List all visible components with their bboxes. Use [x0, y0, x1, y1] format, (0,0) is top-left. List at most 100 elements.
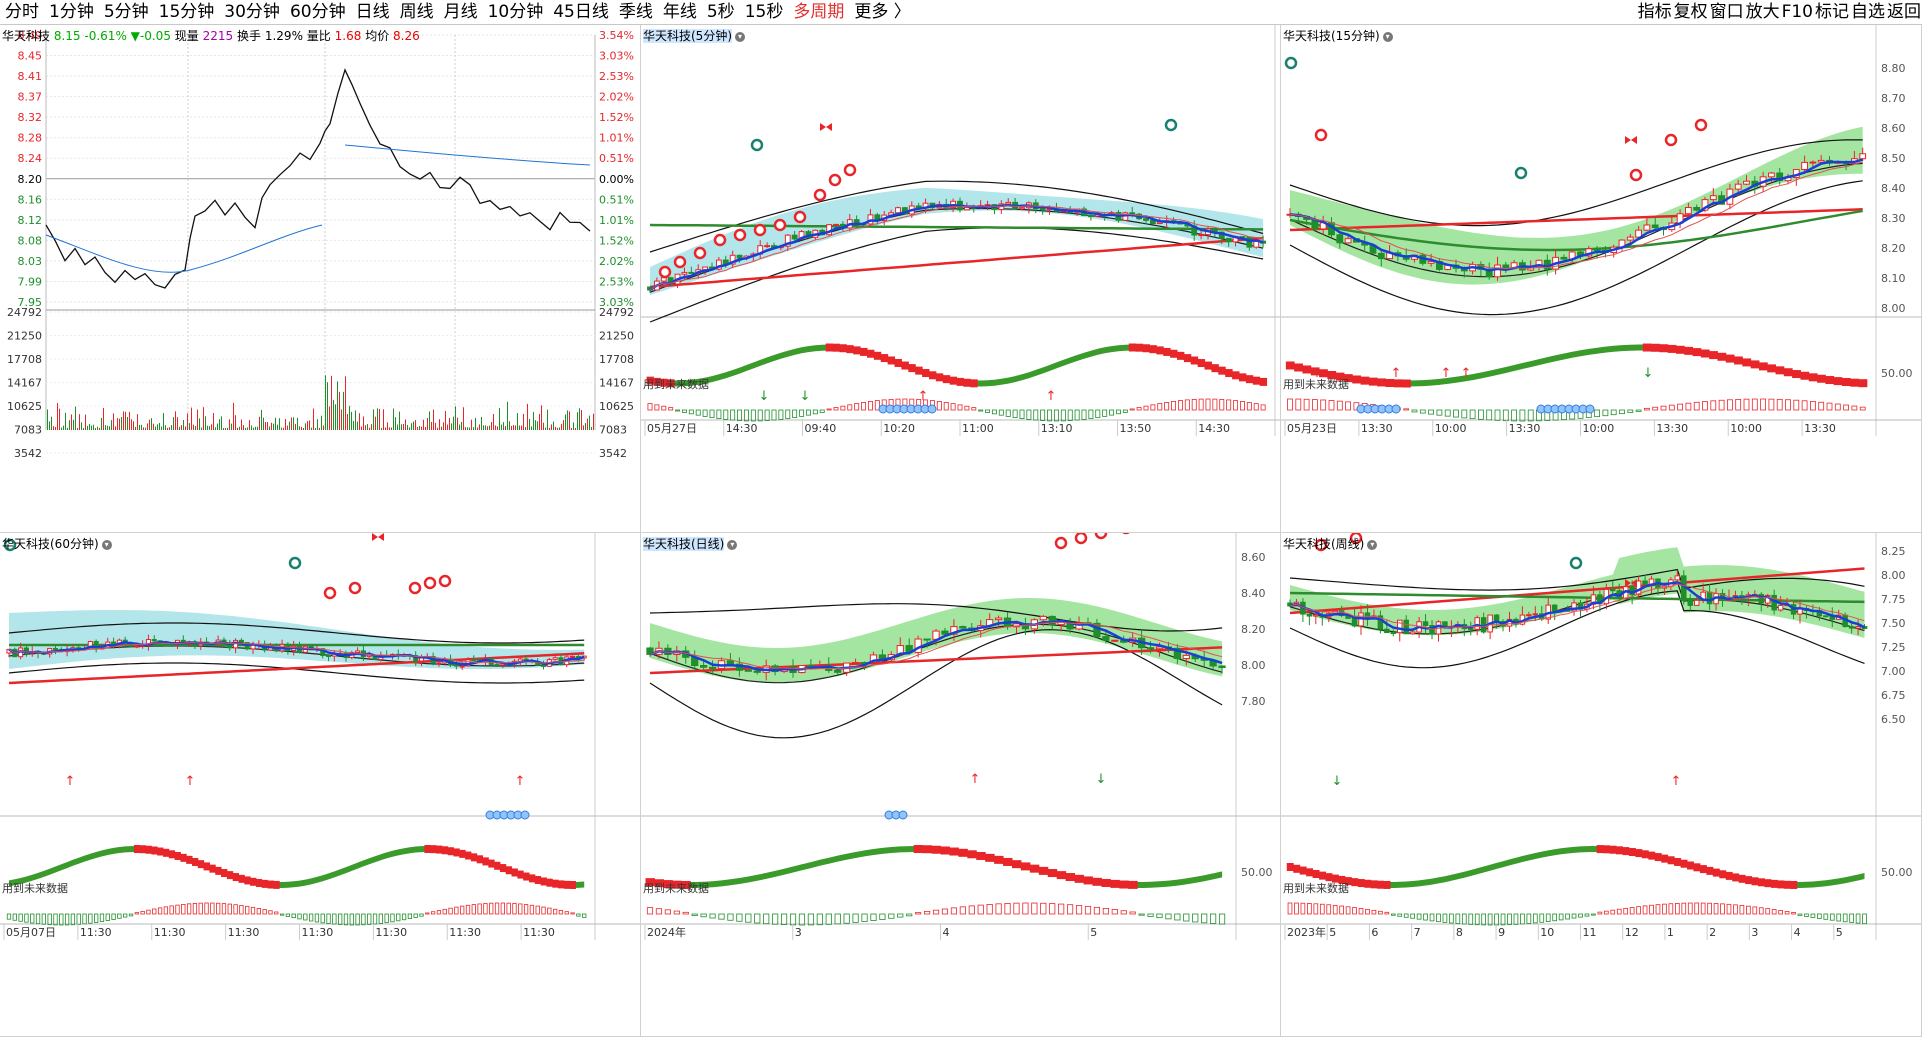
osc-band-red	[1675, 345, 1685, 354]
period-tab[interactable]: 5秒	[706, 2, 735, 22]
volume-bar	[325, 375, 326, 430]
toolbar-right-item[interactable]: 复权	[1673, 2, 1708, 22]
volume-bar	[183, 420, 184, 430]
volume-bar	[225, 427, 226, 430]
osc-histogram-bar	[1851, 405, 1858, 411]
chart-daily[interactable]: 9.209.008.808.608.408.208.007.8050.00↑↓2…	[641, 533, 1281, 1037]
osc-band-red	[1377, 880, 1385, 889]
ma-slow-line	[1289, 567, 1865, 615]
osc-histogram-bar	[134, 912, 139, 915]
x-axis-label: 13:50	[1120, 422, 1152, 435]
volume-bar	[209, 426, 210, 430]
volume-bar	[177, 417, 178, 430]
panel-15min[interactable]: 华天科技(15分钟) ▾ 8.80 8.70 8.60 8.50 8.40 8.30 8.20…	[1281, 25, 1922, 533]
price-tick: 8.49	[18, 29, 43, 42]
osc-histogram-bar	[1752, 906, 1758, 915]
intraday-chart[interactable]: 8.49 3.54% 8.45 3.03% 8.41 2.53% 8.37 2.02% 8.32…	[0, 25, 641, 533]
butterfly-icon	[1625, 136, 1637, 144]
volume-bar	[239, 426, 240, 430]
osc-histogram-bar	[1797, 913, 1803, 916]
period-tab[interactable]: 30分钟	[224, 2, 280, 22]
more-menu-button[interactable]: 更多 〉	[854, 2, 911, 22]
candle	[1087, 215, 1094, 218]
period-tab[interactable]: 15分钟	[158, 2, 215, 22]
volume-bar	[267, 422, 268, 430]
period-tab[interactable]: 周线	[399, 2, 434, 22]
osc-histogram-bar	[1198, 398, 1204, 411]
chart-15min[interactable]: 8.80 8.70 8.60 8.50 8.40 8.30 8.20 8.10 8.00 50.0…	[1281, 25, 1922, 533]
panel-weekly[interactable]: 华天科技(周线)▾ 9.008.758.508.258.007.757.507.…	[1281, 533, 1922, 1037]
candle	[708, 666, 717, 669]
chart-60min[interactable]: ↑ ↑ ↑ 05月07日 11:30 11:30 11:30 11:30 11:30 11:30 1…	[0, 533, 641, 1037]
toolbar-right-item[interactable]: 窗口	[1709, 2, 1744, 22]
settings-icon[interactable]: ▾	[1382, 31, 1393, 42]
up-arrow-icon: ↑	[918, 389, 929, 404]
volume-bar	[331, 375, 332, 430]
settings-icon[interactable]: ▾	[1367, 539, 1378, 550]
volume-bar	[495, 425, 496, 430]
avg-line	[45, 224, 323, 273]
period-tab[interactable]: 15秒	[744, 2, 784, 22]
volume-bar	[71, 414, 72, 430]
volume-bar	[275, 417, 276, 430]
period-tab[interactable]: 5分钟	[103, 2, 149, 22]
volume-bar	[99, 427, 100, 430]
osc-band-red	[174, 851, 181, 860]
intraday-panel[interactable]: 华天科技 8.15 -0.61% ▼-0.05 现量 2215 换手 1.29%…	[0, 25, 641, 533]
osc-band-red	[1825, 376, 1835, 385]
osc-histogram-bar	[1328, 400, 1335, 411]
panel-5min[interactable]: 华天科技(5分钟) ▾ ↓ ↓ ↑ ↑ 05月27日 14:30 09:40 10:20 11:0…	[641, 25, 1281, 533]
osc-histogram-bar	[995, 903, 1002, 915]
period-tab[interactable]: 月线	[443, 2, 478, 22]
period-tab[interactable]: 10分钟	[487, 2, 544, 22]
osc-histogram-bar	[216, 902, 221, 915]
multi-period-tab[interactable]: 多周期	[793, 2, 845, 22]
osc-histogram-bar	[1784, 911, 1790, 915]
settings-icon[interactable]: ▾	[735, 31, 745, 42]
vol-tick: 7083	[599, 424, 627, 437]
volume-bar	[379, 408, 380, 430]
osc-histogram-bar	[1040, 409, 1046, 422]
period-tab[interactable]: 60分钟	[289, 2, 346, 22]
osc-histogram-bar	[1031, 902, 1038, 915]
toolbar-right-item[interactable]: 放大	[1745, 2, 1780, 22]
settings-icon[interactable]: ▾	[101, 539, 112, 550]
ma-fast-line	[649, 203, 1264, 292]
chart-weekly[interactable]: 9.008.758.508.258.007.757.507.257.006.75…	[1281, 533, 1922, 1037]
osc-histogram-bar	[70, 913, 76, 926]
panel-daily[interactable]: 华天科技(日线)▾ 9.209.008.808.608.408.208.007.…	[641, 533, 1281, 1037]
toolbar-right-item[interactable]: 标记	[1815, 2, 1849, 22]
volume-bar	[557, 427, 558, 430]
osc-histogram-bar	[840, 405, 846, 411]
candle	[1532, 613, 1539, 616]
future-data-note: 用到未来数据	[1283, 378, 1349, 391]
volume-bar	[319, 427, 320, 430]
x-axis-label: 8	[1456, 926, 1463, 939]
period-tab[interactable]: 1分钟	[49, 2, 94, 22]
x-axis-label: 3	[795, 926, 802, 939]
osc-band-red	[1351, 878, 1359, 887]
x-axis-label: 10:00	[1583, 422, 1615, 435]
settings-icon[interactable]: ▾	[727, 539, 738, 550]
osc-histogram-bar	[1075, 905, 1083, 915]
osc-tick: 50.00	[1881, 367, 1913, 380]
osc-histogram-bar	[1520, 913, 1525, 925]
period-tab[interactable]: 年线	[662, 2, 697, 22]
period-tab[interactable]: 日线	[355, 2, 390, 22]
toolbar-right-item[interactable]: 自选	[1851, 2, 1885, 22]
osc-histogram-bar	[297, 913, 302, 920]
osc-histogram-bar	[1677, 403, 1683, 411]
panel-60min[interactable]: 华天科技(60分钟) ▾ ↑ ↑ ↑ 05月07日 11:30 11:30 11:30 11:3…	[0, 533, 641, 1037]
osc-histogram-bar	[1058, 903, 1065, 915]
period-tab[interactable]: 分时	[5, 2, 39, 22]
toolbar-right-item[interactable]: 返回	[1887, 2, 1921, 22]
toolbar-right-item[interactable]: 指标	[1637, 2, 1672, 22]
period-tab[interactable]: 季线	[618, 2, 653, 22]
osc-histogram-bar	[789, 913, 797, 926]
chart-5min[interactable]: ↓ ↓ ↑ ↑ 05月27日 14:30 09:40 10:20 11:00 13:10 13:50…	[641, 25, 1281, 533]
toolbar-right-item[interactable]: F10	[1781, 2, 1813, 22]
osc-histogram-bar	[1212, 398, 1218, 411]
osc-band-red	[499, 864, 507, 873]
volume-bar	[217, 423, 218, 430]
period-tab[interactable]: 45日线	[553, 2, 609, 22]
